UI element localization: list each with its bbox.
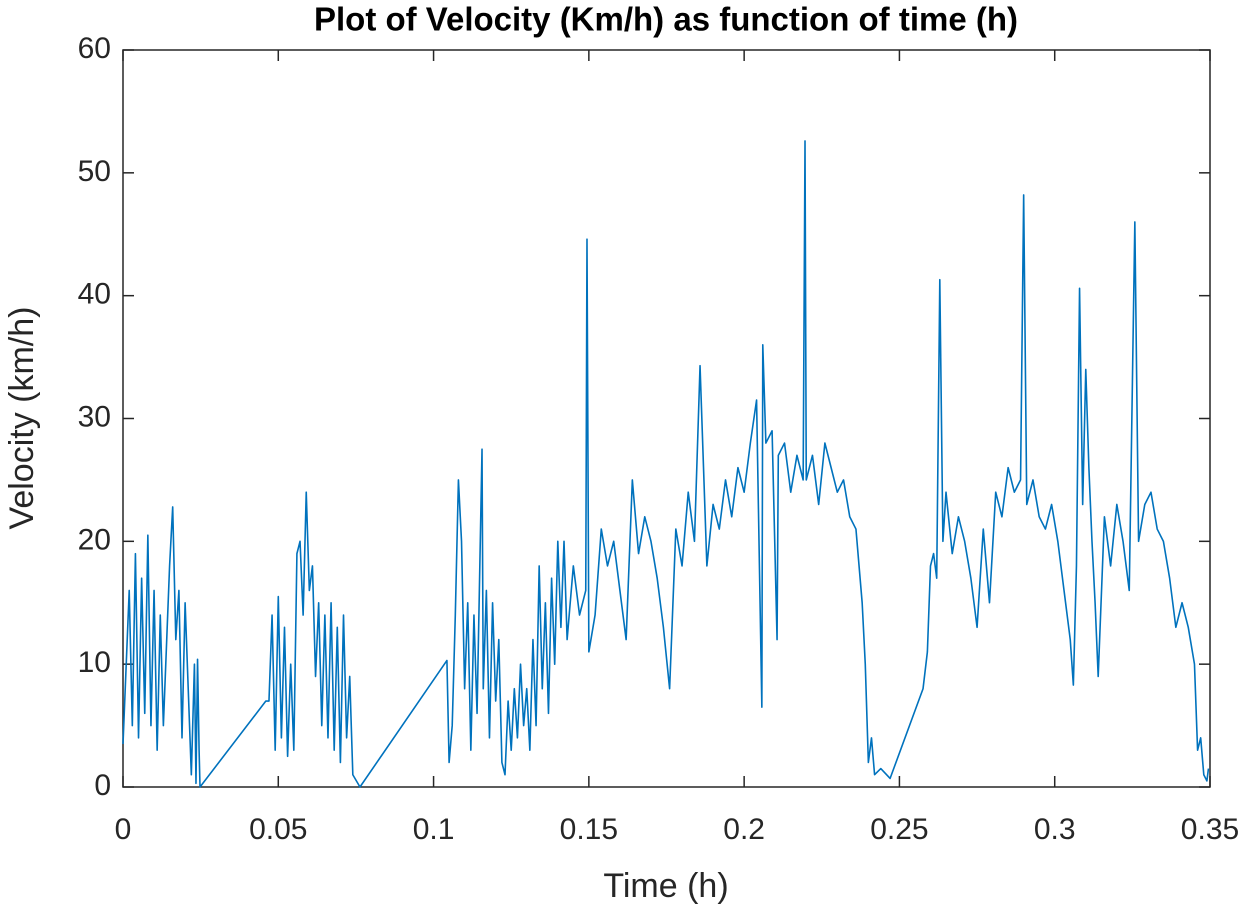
y-tick-label: 0 [94, 769, 111, 802]
x-tick-label: 0 [115, 813, 132, 846]
x-tick-label: 0.25 [870, 813, 928, 846]
x-tick-label: 0.2 [723, 813, 765, 846]
y-tick-label: 30 [78, 400, 111, 433]
y-tick-label: 50 [78, 155, 111, 188]
x-tick-label: 0.15 [560, 813, 618, 846]
x-tick-label: 0.35 [1181, 813, 1239, 846]
y-tick-label: 20 [78, 523, 111, 556]
chart-title: Plot of Velocity (Km/h) as function of t… [314, 1, 1018, 38]
x-tick-label: 0.3 [1034, 813, 1076, 846]
y-axis-label: Velocity (km/h) [3, 307, 41, 530]
x-tick-label: 0.05 [249, 813, 307, 846]
y-tick-label: 40 [78, 278, 111, 311]
y-tick-label: 10 [78, 646, 111, 679]
y-tick-label: 60 [78, 32, 111, 65]
data-line [122, 140, 1210, 788]
x-tick-label: 0.1 [413, 813, 455, 846]
axes-box [122, 49, 1211, 788]
x-axis-label: Time (h) [603, 867, 728, 905]
